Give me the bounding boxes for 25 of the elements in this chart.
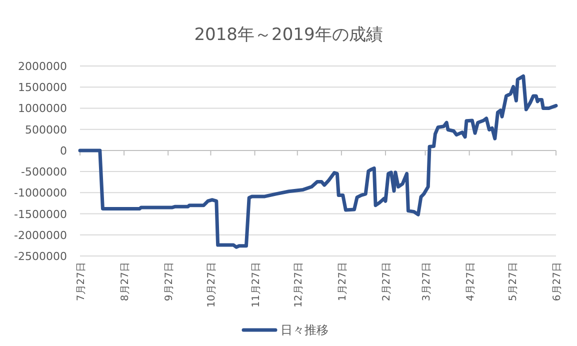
x-tick-label: 11月27日 xyxy=(250,262,262,308)
y-tick-label: 1500000 xyxy=(18,81,67,94)
y-tick-label: -1500000 xyxy=(14,208,67,221)
x-tick-label: 5月27日 xyxy=(508,262,519,302)
line-series xyxy=(78,74,558,249)
y-tick-label: 500000 xyxy=(25,123,67,136)
x-tick-label: 9月27日 xyxy=(164,262,176,302)
x-tick-label: 7月27日 xyxy=(76,262,87,302)
x-tick-label: 4月27日 xyxy=(465,262,476,302)
legend-label: 日々推移 xyxy=(280,323,328,337)
y-tick-label: -2500000 xyxy=(14,250,67,263)
x-tick-label: 3月27日 xyxy=(421,262,432,302)
x-tick-label: 2月27日 xyxy=(381,262,392,302)
y-tick-label: -500000 xyxy=(21,166,67,179)
y-tick-label: 0 xyxy=(60,144,67,158)
y-tick-label: -1000000 xyxy=(14,186,67,200)
y-tick-label: 2000000 xyxy=(18,60,67,73)
x-tick-label: 10月27日 xyxy=(206,262,218,308)
x-tick-label: 12月27日 xyxy=(293,262,304,308)
x-tick-label: 8月27日 xyxy=(120,262,132,302)
x-tick-label: 6月27日 xyxy=(552,262,563,302)
chart-title: 2018年～2019年の成績 xyxy=(194,25,383,45)
y-tick-label: -2000000 xyxy=(14,228,67,242)
y-tick-label: 1000000 xyxy=(18,102,67,116)
x-tick-label: 1月27日 xyxy=(337,262,348,302)
